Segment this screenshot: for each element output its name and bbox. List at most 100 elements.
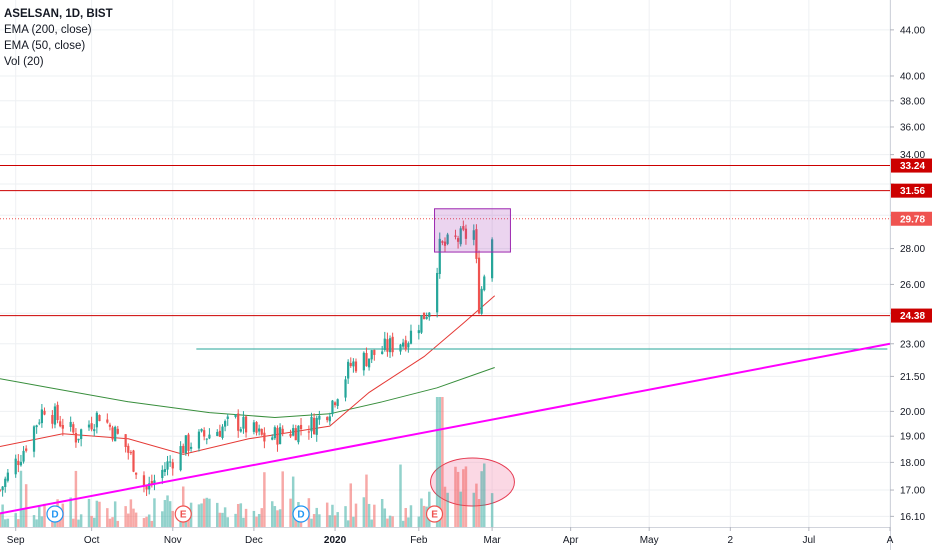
volume-legend[interactable]: Vol (20) xyxy=(4,56,44,68)
volume-bar xyxy=(310,518,313,527)
time-tick-label: 2 xyxy=(728,535,734,546)
earnings-marker-label: E xyxy=(431,510,438,521)
level-badge xyxy=(891,158,932,173)
time-tick-label: Nov xyxy=(164,535,182,546)
candle-body xyxy=(354,361,358,372)
volume-bar xyxy=(252,510,256,527)
volume-bar xyxy=(202,498,206,527)
price-tick-label: 23.00 xyxy=(900,339,925,350)
candle-body xyxy=(22,450,25,462)
candle-body xyxy=(336,399,339,406)
ema50-line xyxy=(0,295,496,455)
candle-body xyxy=(95,412,98,428)
candle-body xyxy=(19,461,23,466)
volume-bar xyxy=(401,520,405,527)
volume-bar xyxy=(95,500,99,527)
dividend-marker xyxy=(292,505,310,523)
candle-body xyxy=(221,426,224,438)
volume-bar xyxy=(221,512,224,527)
time-tick-label: Jul xyxy=(802,535,815,546)
time-tick-label: Sep xyxy=(7,535,25,546)
candle-body xyxy=(106,419,109,423)
candle-body xyxy=(161,469,164,479)
price-tick-label: 17.00 xyxy=(900,486,925,497)
volume-bar xyxy=(315,507,318,527)
volume-bar xyxy=(318,514,321,527)
volume-bar xyxy=(472,492,476,527)
volume-bar xyxy=(336,512,339,527)
candle-body xyxy=(74,433,78,443)
candle-body xyxy=(200,428,203,432)
candle-body xyxy=(425,316,428,319)
time-tick-label: May xyxy=(640,535,659,546)
volume-bar xyxy=(441,397,444,527)
volume-bar xyxy=(349,483,353,527)
candle-body xyxy=(116,428,119,434)
volume-bar xyxy=(333,515,337,527)
volume-bar xyxy=(446,492,449,527)
candle-body xyxy=(456,238,460,242)
volume-bar xyxy=(205,497,209,527)
candle-body xyxy=(255,422,258,433)
candle-body xyxy=(208,434,211,439)
volume-bar xyxy=(147,514,151,527)
candle-body xyxy=(169,461,172,463)
earnings-marker xyxy=(174,505,192,523)
level-badge xyxy=(891,183,932,198)
price-tick-label: 16.10 xyxy=(900,512,925,523)
volume-bar xyxy=(145,516,148,527)
consolidation-box xyxy=(434,208,511,253)
volume-bar xyxy=(380,499,384,527)
candle-body xyxy=(90,423,93,430)
volume-bar xyxy=(438,397,442,527)
candle-body xyxy=(171,462,174,469)
candle-body xyxy=(349,363,352,367)
volume-bar xyxy=(69,497,72,527)
volume-bar xyxy=(40,516,44,527)
candle-body xyxy=(370,350,373,360)
candle-body xyxy=(365,352,368,367)
volume-bar xyxy=(456,471,460,527)
candle-body xyxy=(391,336,394,353)
volume-bar xyxy=(142,518,146,527)
time-tick-label: Dec xyxy=(245,535,263,546)
level-badge xyxy=(891,308,932,323)
volume-bar xyxy=(171,510,175,527)
volume-bar xyxy=(464,466,468,527)
volume-bar xyxy=(161,511,164,527)
volume-bar xyxy=(1,504,4,527)
candle-body xyxy=(475,229,478,259)
volume-bar xyxy=(127,513,130,527)
symbol-title[interactable]: ASELSAN, 1D, BIST xyxy=(4,8,113,20)
volume-bar xyxy=(153,498,156,527)
volume-bar xyxy=(370,519,373,527)
candle-body xyxy=(276,427,279,445)
candle-body xyxy=(69,421,72,427)
ema50-legend[interactable]: EMA (50, close) xyxy=(4,40,86,52)
volume-bar xyxy=(399,464,402,527)
volume-bar xyxy=(218,512,222,527)
candle-body xyxy=(4,478,7,487)
candle-body xyxy=(464,228,468,239)
volume-bar xyxy=(17,519,20,527)
candle-body xyxy=(80,429,83,440)
volume-bar xyxy=(388,515,392,527)
candle-body xyxy=(438,238,441,274)
candle-body xyxy=(38,422,41,424)
candle-body xyxy=(318,415,321,420)
candle-body xyxy=(111,427,114,440)
candle-body xyxy=(383,338,386,351)
volume-bar xyxy=(226,517,229,527)
candle-body xyxy=(307,431,310,433)
earnings-marker xyxy=(425,505,444,523)
dividend-marker xyxy=(46,505,64,523)
candle-body xyxy=(226,416,229,419)
candle-body xyxy=(224,421,227,427)
candle-body xyxy=(326,417,329,421)
ema200-legend[interactable]: EMA (200, close) xyxy=(4,24,92,36)
candle-body xyxy=(328,416,331,422)
candle-body xyxy=(163,469,167,472)
